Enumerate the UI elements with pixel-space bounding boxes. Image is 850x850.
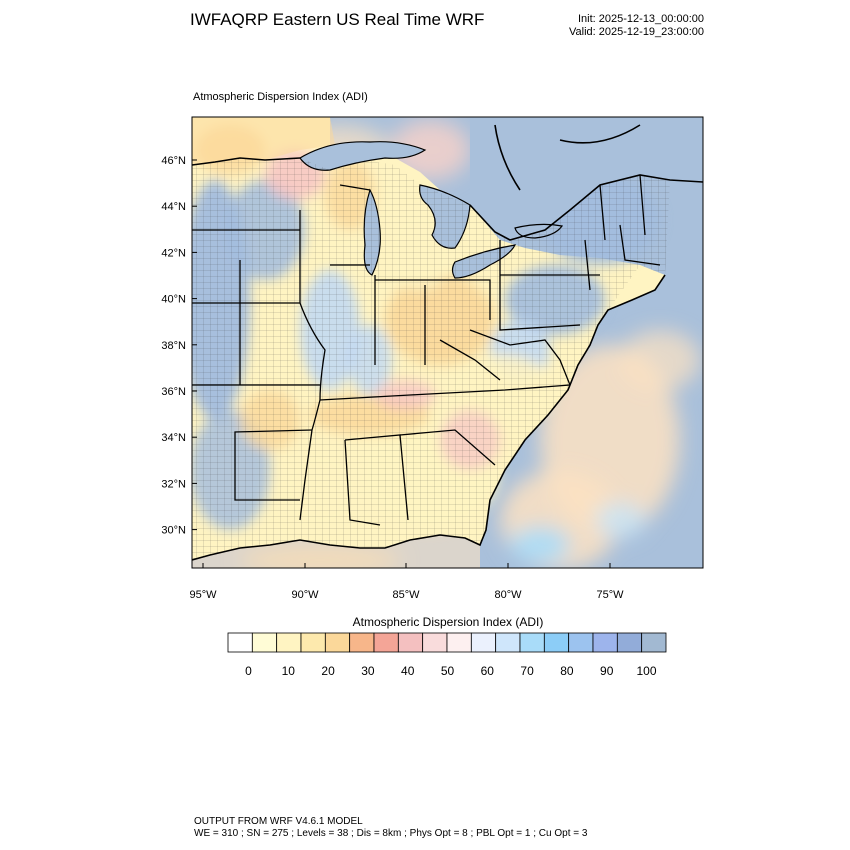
model-config: WE = 310 ; SN = 275 ; Levels = 38 ; Dis … xyxy=(194,828,588,839)
lat-label: 42°N xyxy=(161,247,186,259)
colorbar-swatch xyxy=(397,632,424,653)
colorbar-swatch xyxy=(592,632,618,653)
colorbar-swatch xyxy=(519,632,545,653)
colorbar-tick-label: 30 xyxy=(361,664,375,678)
colorbar-tick-label: 100 xyxy=(636,664,656,678)
init-time: Init: 2025-12-13_00:00:00 xyxy=(578,13,704,25)
colorbar-tick-label: 20 xyxy=(321,664,335,678)
model-version: OUTPUT FROM WRF V4.6.1 MODEL xyxy=(194,816,363,827)
colorbar-tick-label: 70 xyxy=(520,664,534,678)
state-boundaries xyxy=(192,174,661,526)
colorbar-swatch xyxy=(446,632,472,653)
lon-label: 90°W xyxy=(291,589,319,601)
gulf-shading xyxy=(192,535,480,568)
colorbar-swatch xyxy=(543,632,570,653)
lat-label: 36°N xyxy=(161,386,186,398)
map-title: IWFAQRP Eastern US Real Time WRF xyxy=(190,10,485,29)
colorbar-title: Atmospheric Dispersion Index (ADI) xyxy=(352,615,544,629)
colorbar-swatch xyxy=(422,632,448,653)
colorbar-swatch xyxy=(568,632,594,653)
latitude-axis: 46°N 44°N 42°N 40°N 38°N 36°N 34°N 32°N 30°N xyxy=(161,155,197,537)
longitude-axis: 95°W 90°W 85°W 80°W 75°W xyxy=(189,563,624,601)
colorbar-swatch xyxy=(300,632,326,653)
colorbar-tick-label: 0 xyxy=(245,664,252,678)
lat-label: 44°N xyxy=(161,201,186,213)
coastlines xyxy=(192,124,703,561)
canada-water-east xyxy=(470,117,703,240)
colorbar-swatch xyxy=(324,632,351,653)
lat-label: 46°N xyxy=(161,155,186,167)
colorbar-tick-label: 60 xyxy=(481,664,495,678)
colorbar-tick-label: 90 xyxy=(600,664,614,678)
lon-label: 80°W xyxy=(494,589,522,601)
map-panel xyxy=(192,117,703,568)
colorbar-swatch xyxy=(641,632,667,653)
colorbar-swatch xyxy=(251,632,278,653)
lon-label: 95°W xyxy=(189,589,217,601)
lon-label: 85°W xyxy=(392,589,420,601)
lat-label: 40°N xyxy=(161,294,186,306)
colorbar xyxy=(227,632,667,653)
map-frame xyxy=(191,116,704,569)
field-title: Atmospheric Dispersion Index (ADI) xyxy=(193,91,368,103)
colorbar-tick-label: 50 xyxy=(441,664,455,678)
colorbar-tick-labels: 0 10 20 30 40 50 60 70 80 90 100 xyxy=(245,664,657,678)
colorbar-swatch xyxy=(616,632,643,653)
run-times: Init: 2025-12-13_00:00:00 Valid: 2025-12… xyxy=(520,13,704,39)
colorbar-swatch xyxy=(227,632,253,653)
valid-time: Valid: 2025-12-19_23:00:00 xyxy=(569,26,704,38)
colorbar-swatch xyxy=(349,632,375,653)
county-boundaries xyxy=(192,158,670,560)
colorbar-swatch xyxy=(495,632,521,653)
lat-label: 32°N xyxy=(161,478,186,490)
colorbar-tick-label: 80 xyxy=(560,664,574,678)
canada-land-west xyxy=(192,117,335,165)
colorbar-swatch xyxy=(470,632,497,653)
colorbar-tick-label: 10 xyxy=(282,664,296,678)
colorbar-swatch xyxy=(373,632,399,653)
lat-label: 30°N xyxy=(161,525,186,537)
lat-label: 38°N xyxy=(161,340,186,352)
lat-label: 34°N xyxy=(161,432,186,444)
model-info-footer: OUTPUT FROM WRF V4.6.1 MODEL WE = 310 ; … xyxy=(194,816,587,840)
colorbar-swatch xyxy=(276,632,302,653)
lon-label: 75°W xyxy=(596,589,624,601)
colorbar-tick-label: 40 xyxy=(401,664,415,678)
